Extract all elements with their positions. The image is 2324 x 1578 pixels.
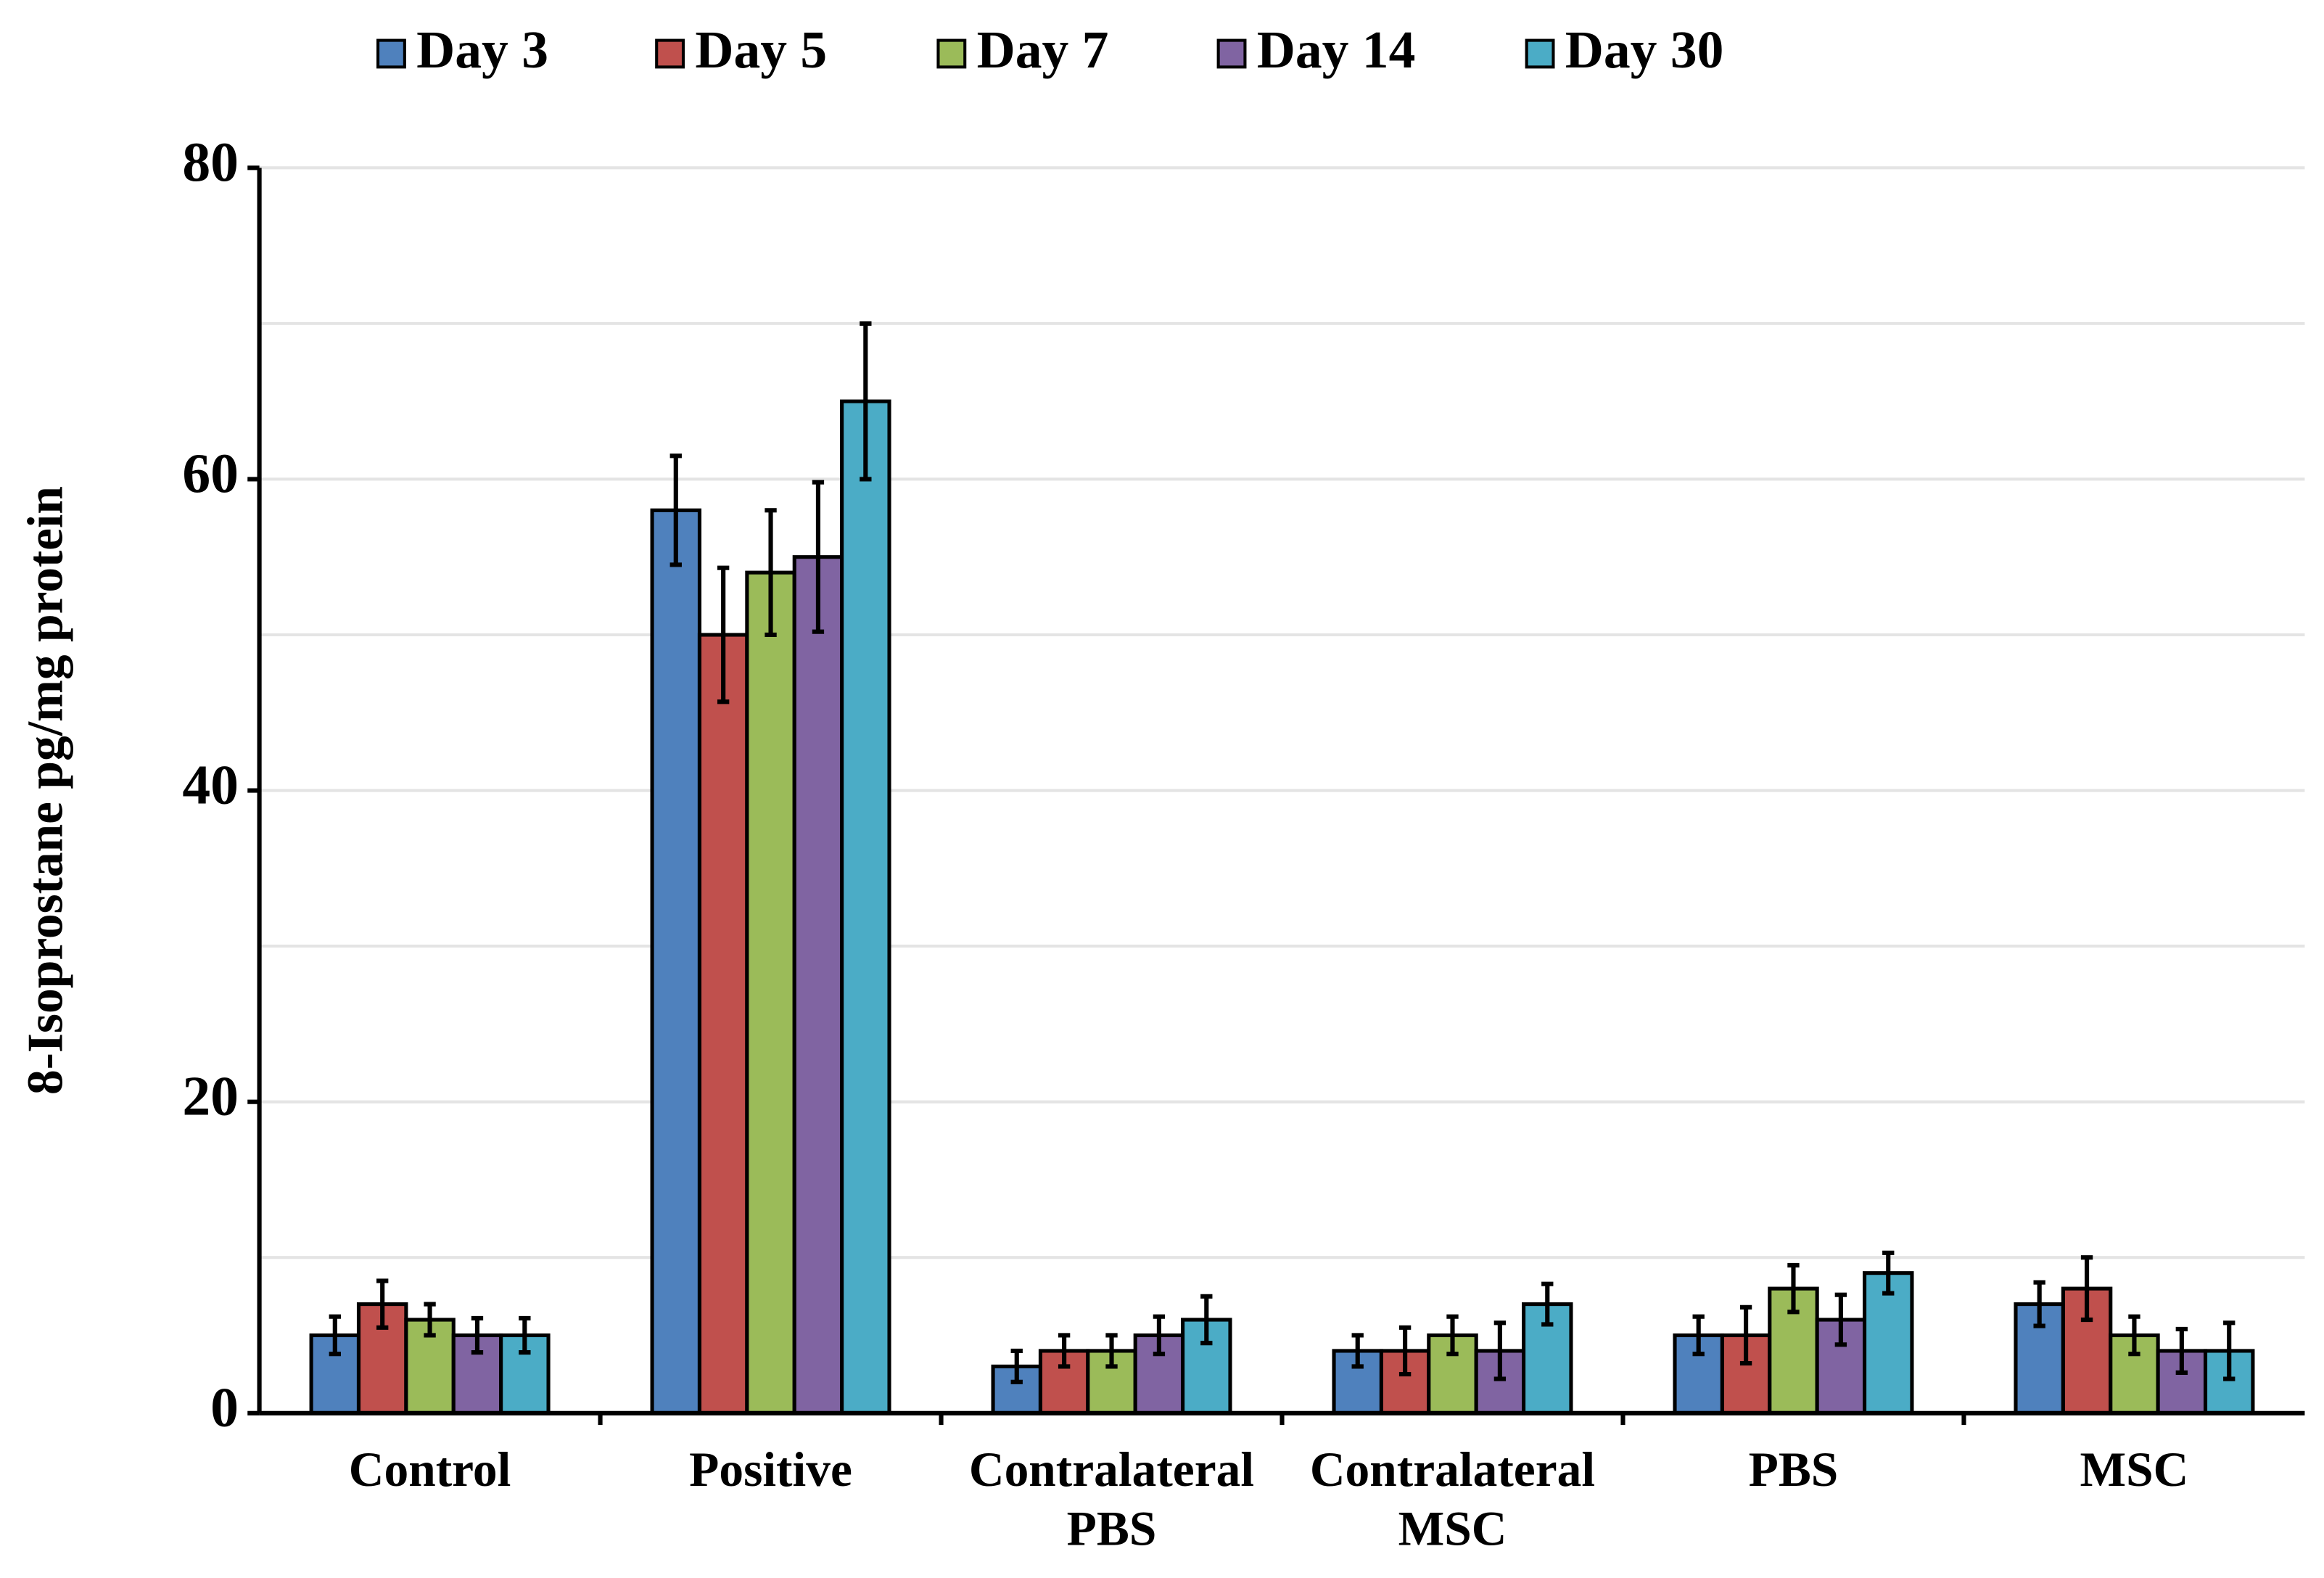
error-bar bbox=[1493, 1320, 1507, 1381]
error-bar bbox=[1351, 1333, 1364, 1369]
error-bar bbox=[765, 508, 777, 638]
x-tick-label: Positive bbox=[689, 1444, 852, 1498]
x-tick-label-box: Control bbox=[348, 1444, 511, 1498]
legend-swatch bbox=[1525, 38, 1555, 69]
legend-label: Day 5 bbox=[695, 20, 827, 79]
error-bar bbox=[424, 1302, 436, 1338]
error-bar bbox=[471, 1315, 484, 1355]
y-tick-label: 20 bbox=[182, 1064, 239, 1127]
bar bbox=[792, 555, 844, 1415]
error-bar bbox=[2223, 1320, 2236, 1381]
y-tick-label: 80 bbox=[182, 131, 239, 193]
y-axis-label: 8-Isoprostane pg/mg protein bbox=[17, 486, 73, 1095]
error-bar bbox=[1398, 1325, 1412, 1377]
x-tick-label: Contralateral PBS bbox=[968, 1444, 1255, 1557]
error-bar bbox=[1105, 1333, 1118, 1369]
error-bar bbox=[2128, 1314, 2140, 1357]
error-bar bbox=[1058, 1333, 1071, 1369]
error-bar bbox=[2033, 1280, 2045, 1328]
error-bar bbox=[376, 1278, 389, 1330]
legend-swatch bbox=[936, 38, 967, 69]
error-bar bbox=[669, 453, 682, 567]
error-bar bbox=[860, 321, 872, 482]
error-bar bbox=[1153, 1314, 1166, 1357]
y-tick-label: 60 bbox=[182, 442, 239, 504]
legend-swatch bbox=[1216, 38, 1247, 69]
y-tick-label: 40 bbox=[182, 753, 239, 815]
error-bar bbox=[1200, 1294, 1213, 1346]
error-bar bbox=[717, 565, 730, 704]
bar bbox=[1863, 1271, 1914, 1415]
legend-swatch bbox=[655, 38, 685, 69]
x-tick-label: Control bbox=[348, 1444, 511, 1498]
bar bbox=[840, 399, 891, 1415]
legend-label: Day 30 bbox=[1565, 20, 1724, 79]
error-bar bbox=[1446, 1314, 1459, 1357]
error-bar bbox=[1787, 1262, 1800, 1315]
error-bar bbox=[1692, 1314, 1705, 1357]
error-bar bbox=[329, 1314, 341, 1357]
bar bbox=[650, 508, 702, 1415]
error-bar bbox=[1834, 1292, 1847, 1347]
legend-label: Day 14 bbox=[1257, 20, 1416, 79]
error-bar bbox=[519, 1315, 531, 1355]
error-bar bbox=[1010, 1348, 1023, 1384]
error-bar bbox=[2080, 1255, 2093, 1323]
error-bar bbox=[812, 480, 825, 634]
x-tick-label-box: Positive bbox=[689, 1444, 852, 1498]
x-tick-label-box: PBS bbox=[1748, 1444, 1839, 1498]
error-bar bbox=[1882, 1250, 1895, 1296]
error-bar bbox=[1739, 1304, 1752, 1366]
error-bar bbox=[2175, 1326, 2188, 1376]
x-tick-label: PBS bbox=[1748, 1444, 1839, 1498]
bar bbox=[697, 633, 749, 1415]
x-tick-label: Contralateral MSC bbox=[1309, 1444, 1596, 1557]
x-tick-label-box: MSC bbox=[2080, 1444, 2189, 1498]
x-tick-label-box: Contralateral PBS bbox=[968, 1444, 1255, 1557]
bar bbox=[745, 570, 796, 1415]
legend-swatch bbox=[376, 38, 406, 69]
legend-label: Day 3 bbox=[416, 20, 548, 79]
x-tick-label: MSC bbox=[2080, 1444, 2189, 1498]
error-bar bbox=[1541, 1281, 1554, 1327]
y-tick-label: 0 bbox=[210, 1376, 239, 1439]
legend-label: Day 7 bbox=[977, 20, 1109, 79]
x-tick-label-box: Contralateral MSC bbox=[1309, 1444, 1596, 1557]
